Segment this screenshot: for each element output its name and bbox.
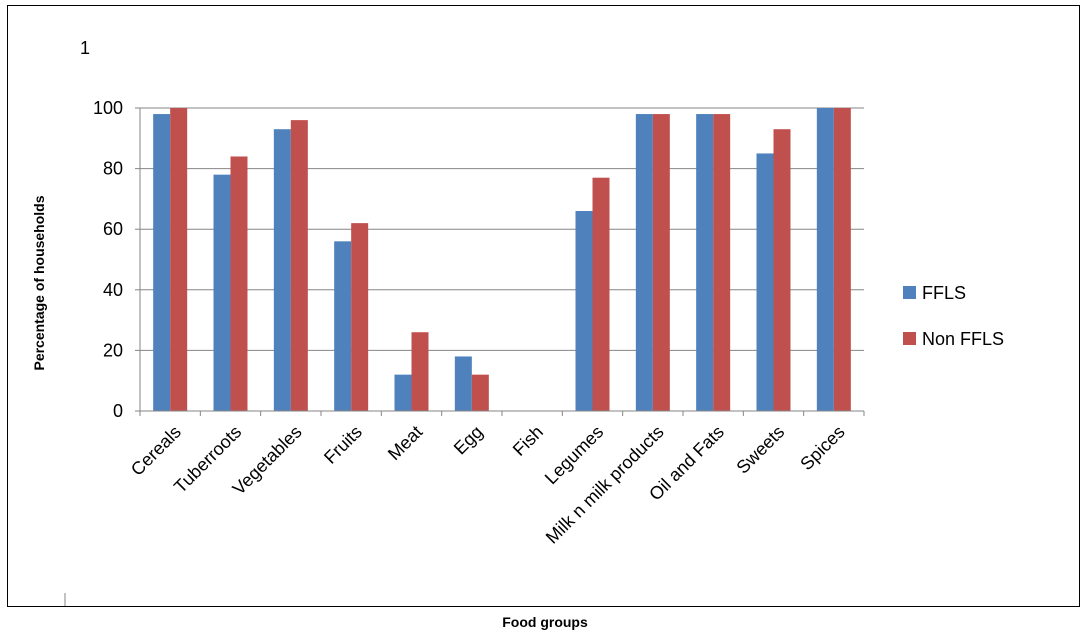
bars — [153, 108, 851, 412]
bar-ffls-11 — [816, 108, 834, 411]
legend-swatch-non-ffls — [903, 332, 916, 345]
bar-non-ffls-8 — [652, 114, 670, 411]
bar-non-ffls-9 — [713, 114, 731, 411]
y-tick-label: 60 — [103, 219, 123, 239]
bar-ffls-7 — [575, 211, 593, 411]
y-tick-label: 80 — [103, 159, 123, 179]
x-category-label: Fruits — [320, 422, 366, 468]
x-category-label: Egg — [450, 422, 487, 459]
bar-ffls-8 — [635, 114, 653, 411]
bar-non-ffls-1 — [230, 156, 248, 411]
bar-ffls-9 — [696, 114, 714, 411]
y-axis-title: Percentage of households — [31, 195, 47, 370]
bar-non-ffls-4 — [411, 332, 429, 411]
x-category-label: Sweets — [732, 422, 788, 478]
corner-label: 1 — [80, 38, 90, 58]
y-tick-label: 0 — [113, 401, 123, 421]
y-tick-label: 100 — [93, 98, 123, 118]
x-category-label: Spices — [796, 422, 848, 474]
bar-ffls-2 — [273, 129, 291, 411]
chart-frame — [7, 5, 1080, 607]
x-category-label: Milk n milk products — [542, 422, 668, 548]
x-category-label: Cereals — [127, 422, 185, 480]
y-tick-label: 20 — [103, 340, 123, 360]
bar-ffls-5 — [454, 356, 472, 411]
bar-ffls-3 — [334, 241, 352, 411]
bar-ffls-1 — [213, 174, 231, 411]
gridlines — [140, 107, 864, 351]
bar-non-ffls-3 — [351, 223, 369, 411]
x-category-label: Fish — [509, 422, 547, 460]
legend: FFLS Non FFLS — [903, 283, 1004, 349]
legend-label: FFLS — [922, 283, 966, 303]
y-tick-label: 40 — [103, 280, 123, 300]
bar-ffls-4 — [394, 374, 412, 411]
bar-non-ffls-7 — [592, 177, 610, 411]
legend-label: Non FFLS — [922, 329, 1004, 349]
x-axis-title: Food groups — [502, 614, 588, 630]
bar-non-ffls-11 — [833, 108, 851, 411]
y-axis-ticks: 0 20 40 60 80 100 — [93, 98, 140, 421]
bar-ffls-0 — [153, 114, 171, 411]
bar-non-ffls-0 — [170, 108, 188, 411]
bar-non-ffls-10 — [773, 129, 791, 411]
legend-swatch-ffls — [903, 286, 916, 299]
x-category-label: Meat — [384, 422, 426, 464]
bar-non-ffls-5 — [471, 374, 489, 411]
bar-non-ffls-2 — [290, 120, 308, 412]
bar-ffls-10 — [756, 153, 774, 411]
